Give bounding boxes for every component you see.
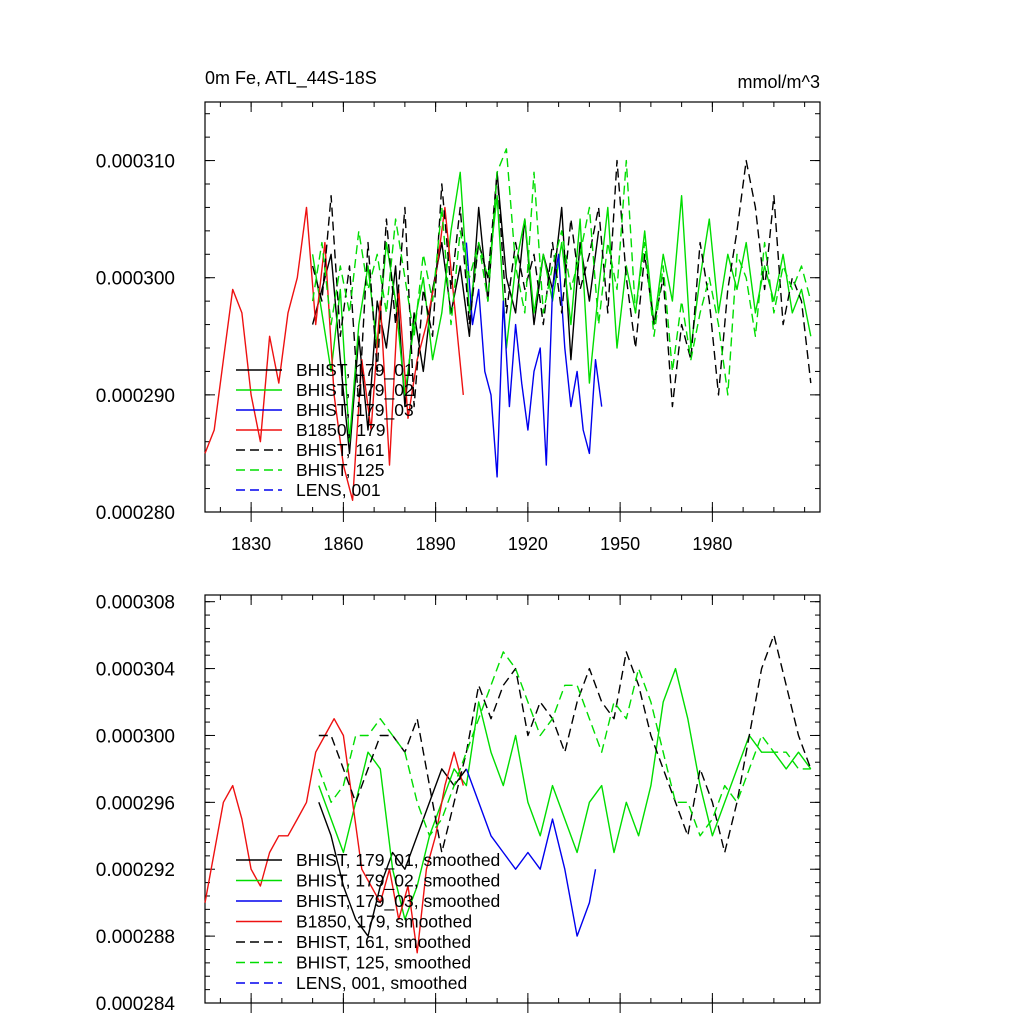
- y-tick-label: 0.000288: [96, 927, 175, 948]
- legend-label: BHIST, 179_01, smoothed: [296, 850, 500, 871]
- legend-label: BHIST, 179_03, smoothed: [296, 891, 500, 912]
- legend-label: BHIST, 125: [296, 460, 385, 480]
- legend-label: BHIST, 161: [296, 440, 385, 460]
- y-tick-label: 0.000310: [96, 152, 175, 173]
- bottom-panel: 0.000284 0.000288 0.000292 0.000296 0.000300…: [96, 593, 821, 1015]
- legend-label: BHIST, 179_01: [296, 360, 414, 381]
- y-tick-label: 0.000308: [96, 593, 175, 614]
- series-line-1: [311, 171, 812, 443]
- x-tick-label: 1890: [416, 534, 456, 554]
- series-line-2: [465, 768, 597, 937]
- y-tick-label: 0.000280: [96, 503, 175, 524]
- legend-label: BHIST, 179_02: [296, 380, 414, 401]
- y-tick-label: 0.000290: [96, 386, 175, 407]
- legend-label: LENS, 001: [296, 480, 381, 500]
- series-line-1: [318, 667, 812, 921]
- legend-label: B1850, 179: [296, 420, 386, 440]
- x-tick-label: 1980: [692, 534, 732, 554]
- series-line-0: [311, 171, 600, 455]
- series-line-2: [465, 242, 603, 478]
- series-line-3: [204, 206, 464, 501]
- y-tick-label: 0.000300: [96, 726, 175, 747]
- legend-label: BHIST, 161, smoothed: [296, 932, 471, 952]
- x-tick-label: 1860: [323, 534, 363, 554]
- units-label: mmol/m^3: [738, 72, 820, 92]
- y-tick-label: 0.000292: [96, 860, 175, 881]
- top-panel: 1830 1860 1890 1920 1950 1980 0.000280 0.000290…: [96, 101, 821, 554]
- series-line-4: [311, 159, 812, 408]
- x-tick-label: 1950: [600, 534, 640, 554]
- y-tick-label: 0.000300: [96, 269, 175, 290]
- legend-label: LENS, 001, smoothed: [296, 973, 467, 993]
- legend-label: B1850, 179, smoothed: [296, 912, 472, 932]
- y-tick-label: 0.000296: [96, 793, 175, 814]
- plot-frame: [204, 101, 821, 513]
- series-line-5: [318, 651, 811, 837]
- series-line-4: [318, 634, 812, 854]
- legend-label: BHIST, 179_02, smoothed: [296, 871, 500, 892]
- series-line-5: [311, 148, 812, 396]
- y-tick-label: 0.000284: [96, 994, 176, 1015]
- x-tick-label: 1920: [508, 534, 548, 554]
- y-tick-label: 0.000304: [96, 660, 176, 681]
- series-line-3: [204, 718, 464, 954]
- plot-frame: [204, 594, 821, 1004]
- x-tick-label: 1830: [231, 534, 271, 554]
- legend-label: BHIST, 125, smoothed: [296, 953, 471, 973]
- legend-label: BHIST, 179_03: [296, 400, 414, 421]
- series-line-0: [318, 768, 467, 937]
- chart-title: 0m Fe, ATL_44S-18S: [205, 68, 377, 89]
